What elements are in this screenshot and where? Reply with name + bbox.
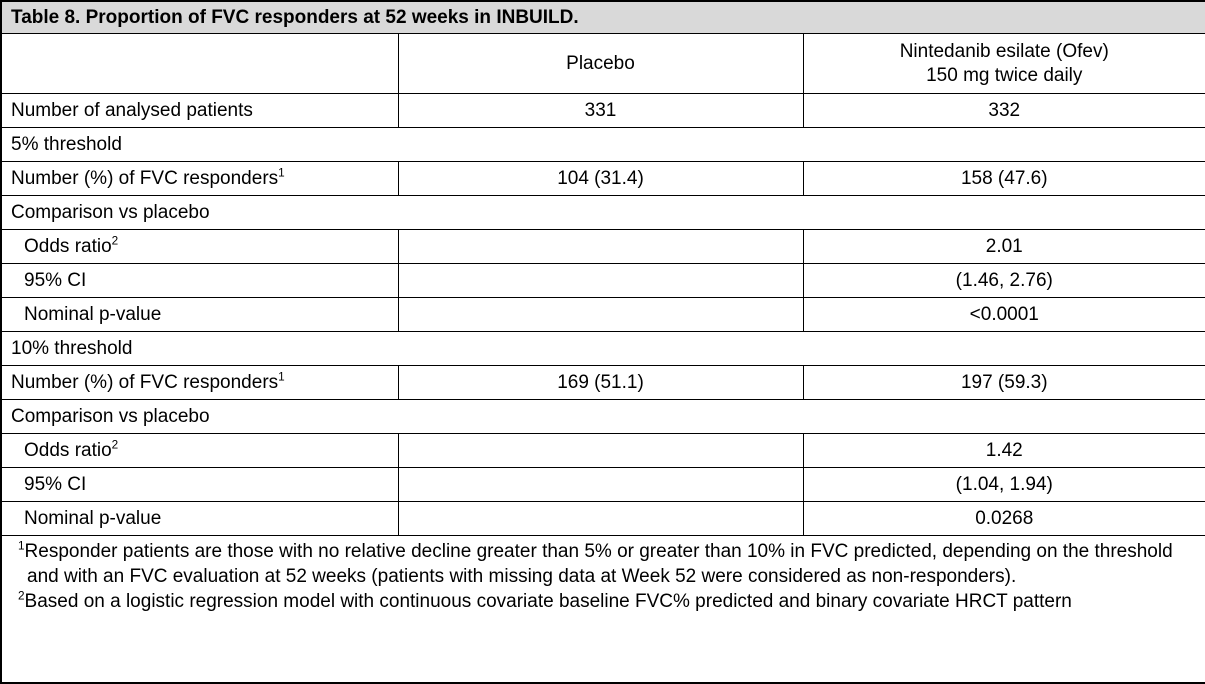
- footnote-2-text: Based on a logistic regression model wit…: [24, 591, 1072, 612]
- table-row-pvalue-5pct: Nominal p-value <0.0001: [0, 297, 1205, 332]
- header-placebo-cell: Placebo: [397, 33, 804, 94]
- nintedanib-value-cell: (1.46, 2.76): [802, 263, 1205, 298]
- table-footnote-row: 1Responder patients are those with no re…: [0, 535, 1205, 684]
- footnote-ref-1: 1: [278, 370, 285, 384]
- section-label-cell: Comparison vs placebo: [0, 195, 1205, 230]
- row-label-cell: 95% CI: [0, 263, 399, 298]
- placebo-value-cell: [397, 263, 804, 298]
- footnote-ref-1: 1: [278, 166, 285, 180]
- footnote-2: 2Based on a logistic regression model wi…: [10, 589, 1197, 614]
- footnote-2-marker: 2: [18, 589, 25, 603]
- row-label-cell: Number (%) of FVC responders1: [0, 365, 399, 400]
- footnote-1-marker: 1: [18, 539, 25, 553]
- table-title: Table 8. Proportion of FVC responders at…: [0, 0, 1205, 34]
- placebo-value-cell: 104 (31.4): [397, 161, 804, 196]
- footnote-ref-2: 2: [111, 234, 119, 248]
- row-label-cell: Nominal p-value: [0, 297, 399, 332]
- section-label-cell: Comparison vs placebo: [0, 399, 1205, 434]
- placebo-value-cell: [397, 297, 804, 332]
- nintedanib-value-cell: 1.42: [802, 433, 1205, 468]
- placebo-value-cell: [397, 229, 804, 264]
- nintedanib-value-cell: 2.01: [802, 229, 1205, 264]
- table-title-row: Table 8. Proportion of FVC responders at…: [0, 0, 1205, 34]
- nintedanib-value-cell: 197 (59.3): [802, 365, 1205, 400]
- row-label-cell: Nominal p-value: [0, 501, 399, 536]
- placebo-value-cell: [397, 467, 804, 502]
- header-nintedanib-cell: Nintedanib esilate (Ofev) 150 mg twice d…: [802, 33, 1205, 94]
- table-row-pvalue-10pct: Nominal p-value 0.0268: [0, 501, 1205, 536]
- section-row-10pct-threshold: 10% threshold: [0, 331, 1205, 366]
- section-label-cell: 10% threshold: [0, 331, 1205, 366]
- header-nintedanib-line1: Nintedanib esilate (Ofev): [899, 40, 1109, 62]
- nintedanib-value-cell: 0.0268: [802, 501, 1205, 536]
- table-row-ci-10pct: 95% CI (1.04, 1.94): [0, 467, 1205, 502]
- section-row-comparison-5pct: Comparison vs placebo: [0, 195, 1205, 230]
- nintedanib-value-cell: (1.04, 1.94): [802, 467, 1205, 502]
- nintedanib-value-cell: <0.0001: [802, 297, 1205, 332]
- footnotes-cell: 1Responder patients are those with no re…: [0, 535, 1205, 684]
- header-empty-cell: [0, 33, 399, 94]
- row-label-cell: 95% CI: [0, 467, 399, 502]
- table-row-odds-ratio-10pct: Odds ratio2 1.42: [0, 433, 1205, 468]
- section-label-cell: 5% threshold: [0, 127, 1205, 162]
- placebo-value-cell: 169 (51.1): [397, 365, 804, 400]
- table-row-responders-5pct: Number (%) of FVC responders1 104 (31.4)…: [0, 161, 1205, 196]
- row-label-cell: Number (%) of FVC responders1: [0, 161, 399, 196]
- row-label-cell: Number of analysed patients: [0, 93, 399, 128]
- placebo-value-cell: 331: [397, 93, 804, 128]
- footnote-ref-2: 2: [111, 438, 119, 452]
- table-row-responders-10pct: Number (%) of FVC responders1 169 (51.1)…: [0, 365, 1205, 400]
- row-label-cell: Odds ratio2: [0, 433, 399, 468]
- section-row-comparison-10pct: Comparison vs placebo: [0, 399, 1205, 434]
- footnote-1-text: Responder patients are those with no rel…: [24, 541, 1173, 587]
- row-label-cell: Odds ratio2: [0, 229, 399, 264]
- nintedanib-value-cell: 332: [802, 93, 1205, 128]
- table-row-odds-ratio-5pct: Odds ratio2 2.01: [0, 229, 1205, 264]
- footnote-1: 1Responder patients are those with no re…: [10, 539, 1197, 589]
- header-nintedanib-line2: 150 mg twice daily: [926, 64, 1083, 86]
- table-row-analysed-patients: Number of analysed patients 331 332: [0, 93, 1205, 128]
- table-row-ci-5pct: 95% CI (1.46, 2.76): [0, 263, 1205, 298]
- table-header-row: Placebo Nintedanib esilate (Ofev) 150 mg…: [0, 33, 1205, 94]
- section-row-5pct-threshold: 5% threshold: [0, 127, 1205, 162]
- nintedanib-value-cell: 158 (47.6): [802, 161, 1205, 196]
- placebo-value-cell: [397, 501, 804, 536]
- placebo-value-cell: [397, 433, 804, 468]
